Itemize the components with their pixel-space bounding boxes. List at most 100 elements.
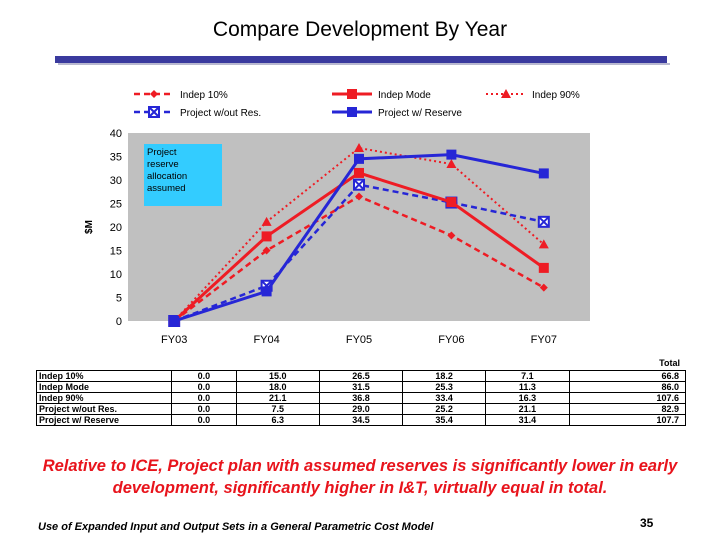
data-point-marker [261, 216, 272, 226]
legend-item: Indep 10% [134, 90, 228, 101]
table-cell: 21.1 [235, 392, 320, 404]
row-total: 107.7 [568, 414, 686, 426]
table-row: Project w/out Res. 0.0 7.5 29.0 25.2 21.1 82.9 [36, 403, 686, 415]
row-total: 66.8 [568, 370, 686, 382]
x-tick-label: FY03 [161, 334, 187, 346]
y-tick-label: 20 [110, 222, 122, 234]
row-total: 107.6 [568, 392, 686, 404]
title-divider-bar [55, 56, 667, 63]
data-point-marker [262, 246, 271, 255]
y-tick-label: 10 [110, 269, 122, 281]
table-row: Indep Mode 0.0 18.0 31.5 25.3 11.3 86.0 [36, 381, 686, 393]
table-cell: 33.4 [402, 392, 487, 404]
annotation-box-bg [144, 144, 222, 206]
table-cell: 0.0 [171, 392, 237, 404]
legend-label: Project w/out Res. [180, 108, 261, 119]
legend-item: Indep Mode [332, 89, 431, 101]
y-tick-label: 40 [110, 128, 122, 140]
table-cell: 0.0 [171, 381, 237, 393]
y-axis-label: $M [84, 220, 95, 234]
annotation-box: Project reserve allocation assumed [144, 144, 222, 206]
table-cell: 0.0 [171, 370, 237, 382]
table-cell: 7.5 [235, 403, 320, 415]
row-name: Indep 10% [36, 370, 172, 382]
data-point-marker [446, 149, 457, 160]
data-point-marker [261, 286, 272, 297]
table-cell: 18.0 [235, 381, 320, 393]
data-table: Indep 10% 0.0 15.0 26.5 18.2 7.1 66.8 Indep Mod… [36, 370, 686, 426]
table-cell: 31.4 [485, 414, 570, 426]
y-tick-label: 5 [116, 293, 122, 305]
table-cell: 16.3 [485, 392, 570, 404]
x-tick-label: FY07 [531, 334, 557, 346]
x-tick-label: FY06 [438, 334, 464, 346]
y-tick-label: 25 [110, 199, 122, 211]
data-point-marker [354, 167, 364, 178]
data-point-marker [347, 107, 357, 117]
y-tick-label: 15 [110, 246, 122, 258]
table-cell: 36.8 [318, 392, 404, 404]
table-cell: 18.2 [402, 370, 487, 382]
data-point-marker [353, 178, 365, 191]
table-cell: 29.0 [318, 403, 404, 415]
data-point-marker [347, 89, 357, 99]
data-point-marker [148, 106, 160, 118]
data-point-marker [537, 215, 550, 228]
slide-title: Compare Development By Year [212, 18, 508, 41]
table-cell: 0.0 [171, 414, 237, 426]
data-point-marker [354, 143, 364, 153]
title-divider-shadow [58, 63, 670, 65]
slide-subtitle: Relative to ICE, Project plan with assum… [42, 457, 678, 497]
y-tick-label: 35 [110, 152, 122, 164]
data-point-marker [169, 316, 180, 326]
data-point-marker [501, 89, 511, 98]
data-point-marker [538, 239, 549, 249]
data-point-marker [446, 197, 457, 208]
data-point-marker [354, 153, 364, 164]
legend-item: Project w/ Reserve [332, 107, 462, 119]
legend-label: Indep 10% [180, 90, 228, 101]
table-cell: 11.3 [485, 381, 570, 393]
legend-label: Indep 90% [532, 90, 580, 101]
table-cell: 6.3 [235, 414, 320, 426]
table-cell: 21.1 [485, 403, 570, 415]
data-point-marker [539, 283, 548, 292]
legend-item: Project w/out Res. [134, 106, 261, 119]
table-cell: 0.0 [171, 403, 237, 415]
table-cell: 15.0 [235, 370, 320, 382]
table-cell: 26.5 [318, 370, 404, 382]
footer-text: Use of Expanded Input and Output Sets in… [38, 521, 434, 533]
data-point-marker [538, 262, 549, 273]
marker-cross [353, 178, 365, 191]
development-line-chart: 0 5 10 15 20 25 30 35 40 $M FY03 FY04 FY05 FY06 FY07 Pr… [84, 89, 590, 346]
table-cell: 25.2 [402, 403, 487, 415]
marker-cross [148, 106, 160, 118]
data-point-marker [261, 231, 272, 242]
data-point-marker [355, 192, 363, 201]
row-name: Indep Mode [36, 381, 172, 393]
series-indep-10 [170, 192, 548, 325]
x-tick-label: FY05 [346, 334, 372, 346]
legend-item: Indep 90% [486, 89, 580, 101]
page-number: 35 [640, 516, 654, 530]
table-cell: 7.1 [485, 370, 570, 382]
data-point-marker [538, 168, 549, 179]
row-name: Project w/out Res. [36, 403, 172, 415]
data-point-marker [447, 231, 456, 240]
y-tick-label: 0 [116, 316, 122, 328]
row-total: 86.0 [568, 381, 686, 393]
table-row: Project w/ Reserve 0.0 6.3 34.5 35.4 31.4 107.… [36, 414, 686, 426]
marker-cross [538, 216, 550, 228]
annotation-text: Project reserve allocation assumed [147, 147, 187, 194]
table-cell: 35.4 [402, 414, 487, 426]
series-line [173, 146, 545, 322]
table-cell: 34.5 [318, 414, 404, 426]
table-row: Indep 10% 0.0 15.0 26.5 18.2 7.1 66.8 [36, 370, 686, 382]
row-name: Indep 90% [36, 392, 172, 404]
legend-label: Indep Mode [378, 90, 431, 101]
table-total-header: Total [659, 358, 680, 368]
data-point-marker [446, 159, 457, 169]
y-tick-label: 30 [110, 175, 122, 187]
series-project-w-reserve [169, 149, 549, 326]
table-cell: 25.3 [402, 381, 487, 393]
